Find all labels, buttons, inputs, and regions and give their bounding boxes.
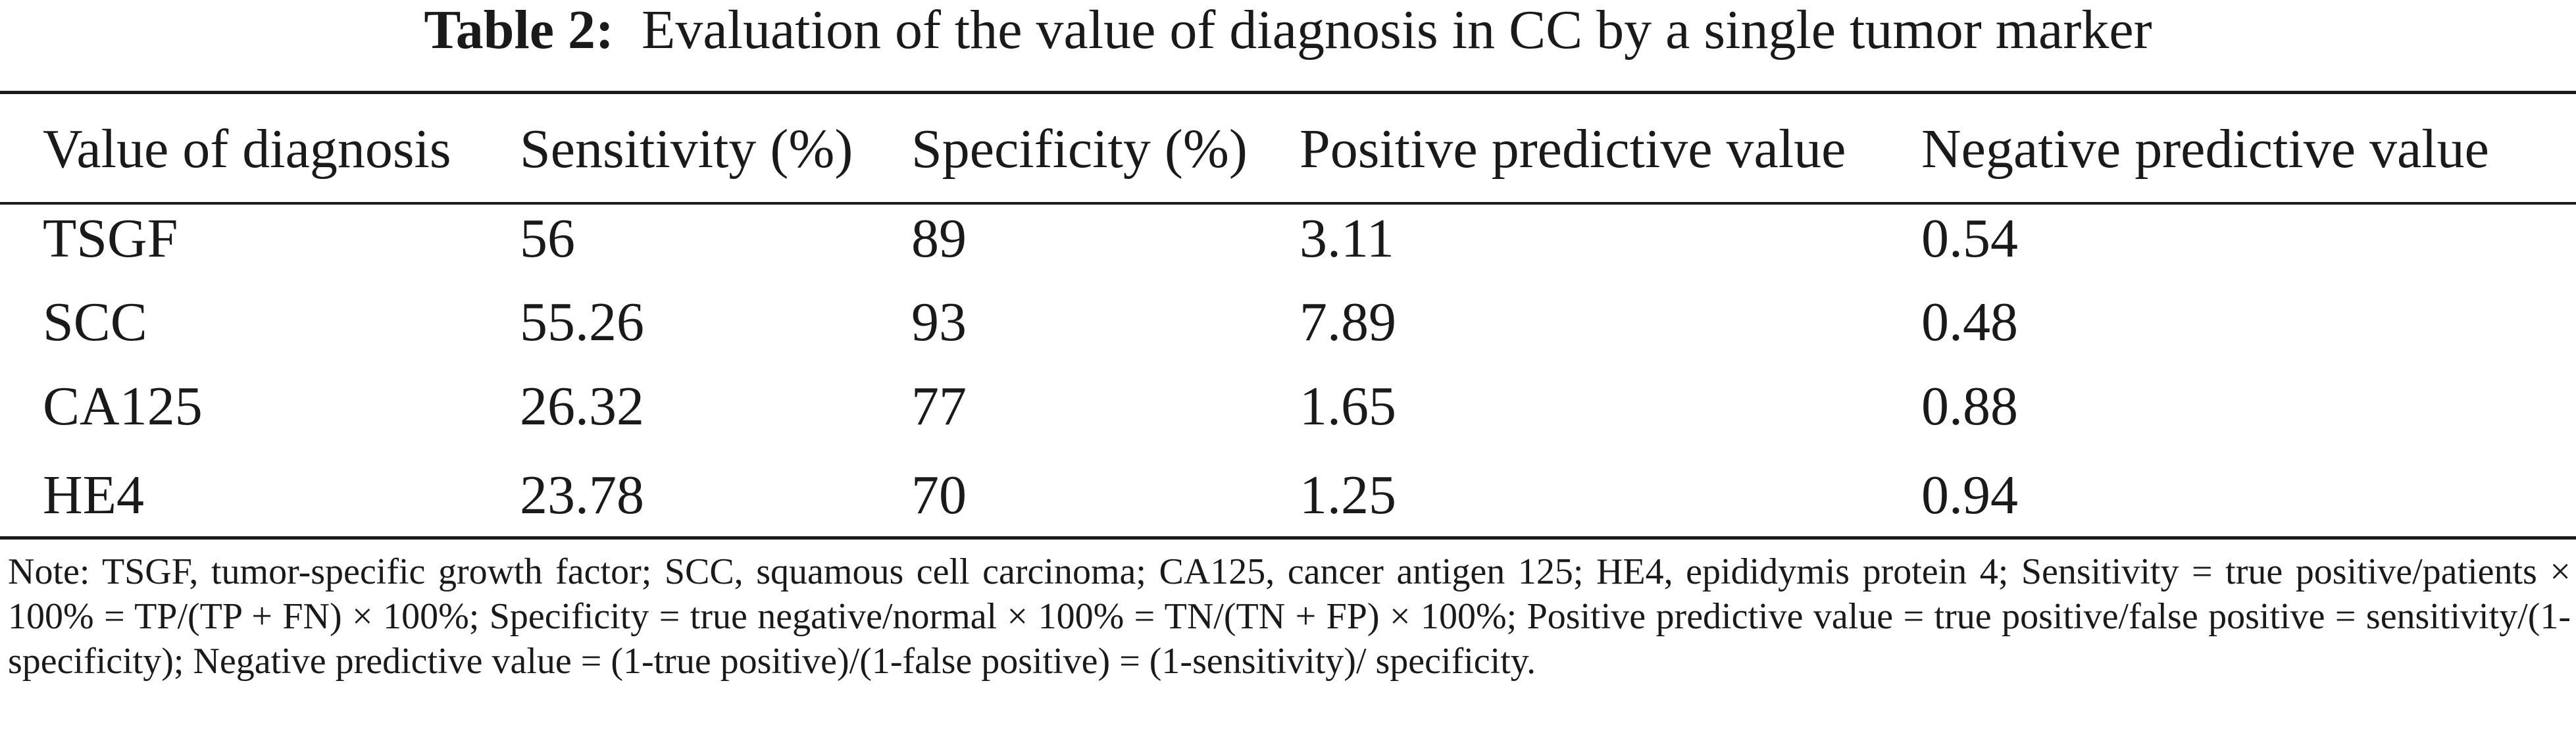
table-footnote: Note: TSGF, tumor-specific growth factor…: [8, 551, 2571, 682]
row-label-tsgf: TSGF: [43, 208, 178, 269]
table-cell: 0.94: [1921, 465, 2018, 526]
row-label-he4: HE4: [43, 465, 144, 526]
table-cell: 55.26: [520, 291, 644, 353]
table-cell: 77: [911, 376, 967, 437]
table-caption: Table 2: Evaluation of the value of diag…: [0, 0, 2576, 79]
column-header: Sensitivity (%): [520, 118, 853, 180]
table-cell: 3.11: [1300, 208, 1394, 269]
table-top-rule: [0, 91, 2576, 94]
table-cell: 0.88: [1921, 376, 2018, 437]
table-cell: 26.32: [520, 376, 644, 437]
table-cell: 0.48: [1921, 291, 2018, 353]
row-label-scc: SCC: [43, 291, 147, 353]
table-cell: 89: [911, 208, 967, 269]
table-caption-title: Evaluation of the value of diagnosis in …: [642, 0, 2152, 61]
table-cell: 0.54: [1921, 208, 2018, 269]
table-header-rule: [0, 202, 2576, 205]
column-header: Value of diagnosis: [43, 118, 451, 180]
table-cell: 1.65: [1300, 376, 1396, 437]
table-cell: 93: [911, 291, 967, 353]
table-cell: 23.78: [520, 465, 644, 526]
table-caption-label: Table 2:: [424, 0, 615, 61]
column-header: Positive predictive value: [1300, 118, 1846, 180]
column-header: Negative predictive value: [1921, 118, 2489, 180]
table-bottom-rule: [0, 536, 2576, 540]
table-cell: 70: [911, 465, 967, 526]
table-cell: 56: [520, 208, 575, 269]
column-header: Specificity (%): [911, 118, 1248, 180]
row-label-ca125: CA125: [43, 376, 203, 437]
table-cell: 7.89: [1300, 291, 1396, 353]
table-cell: 1.25: [1300, 465, 1396, 526]
